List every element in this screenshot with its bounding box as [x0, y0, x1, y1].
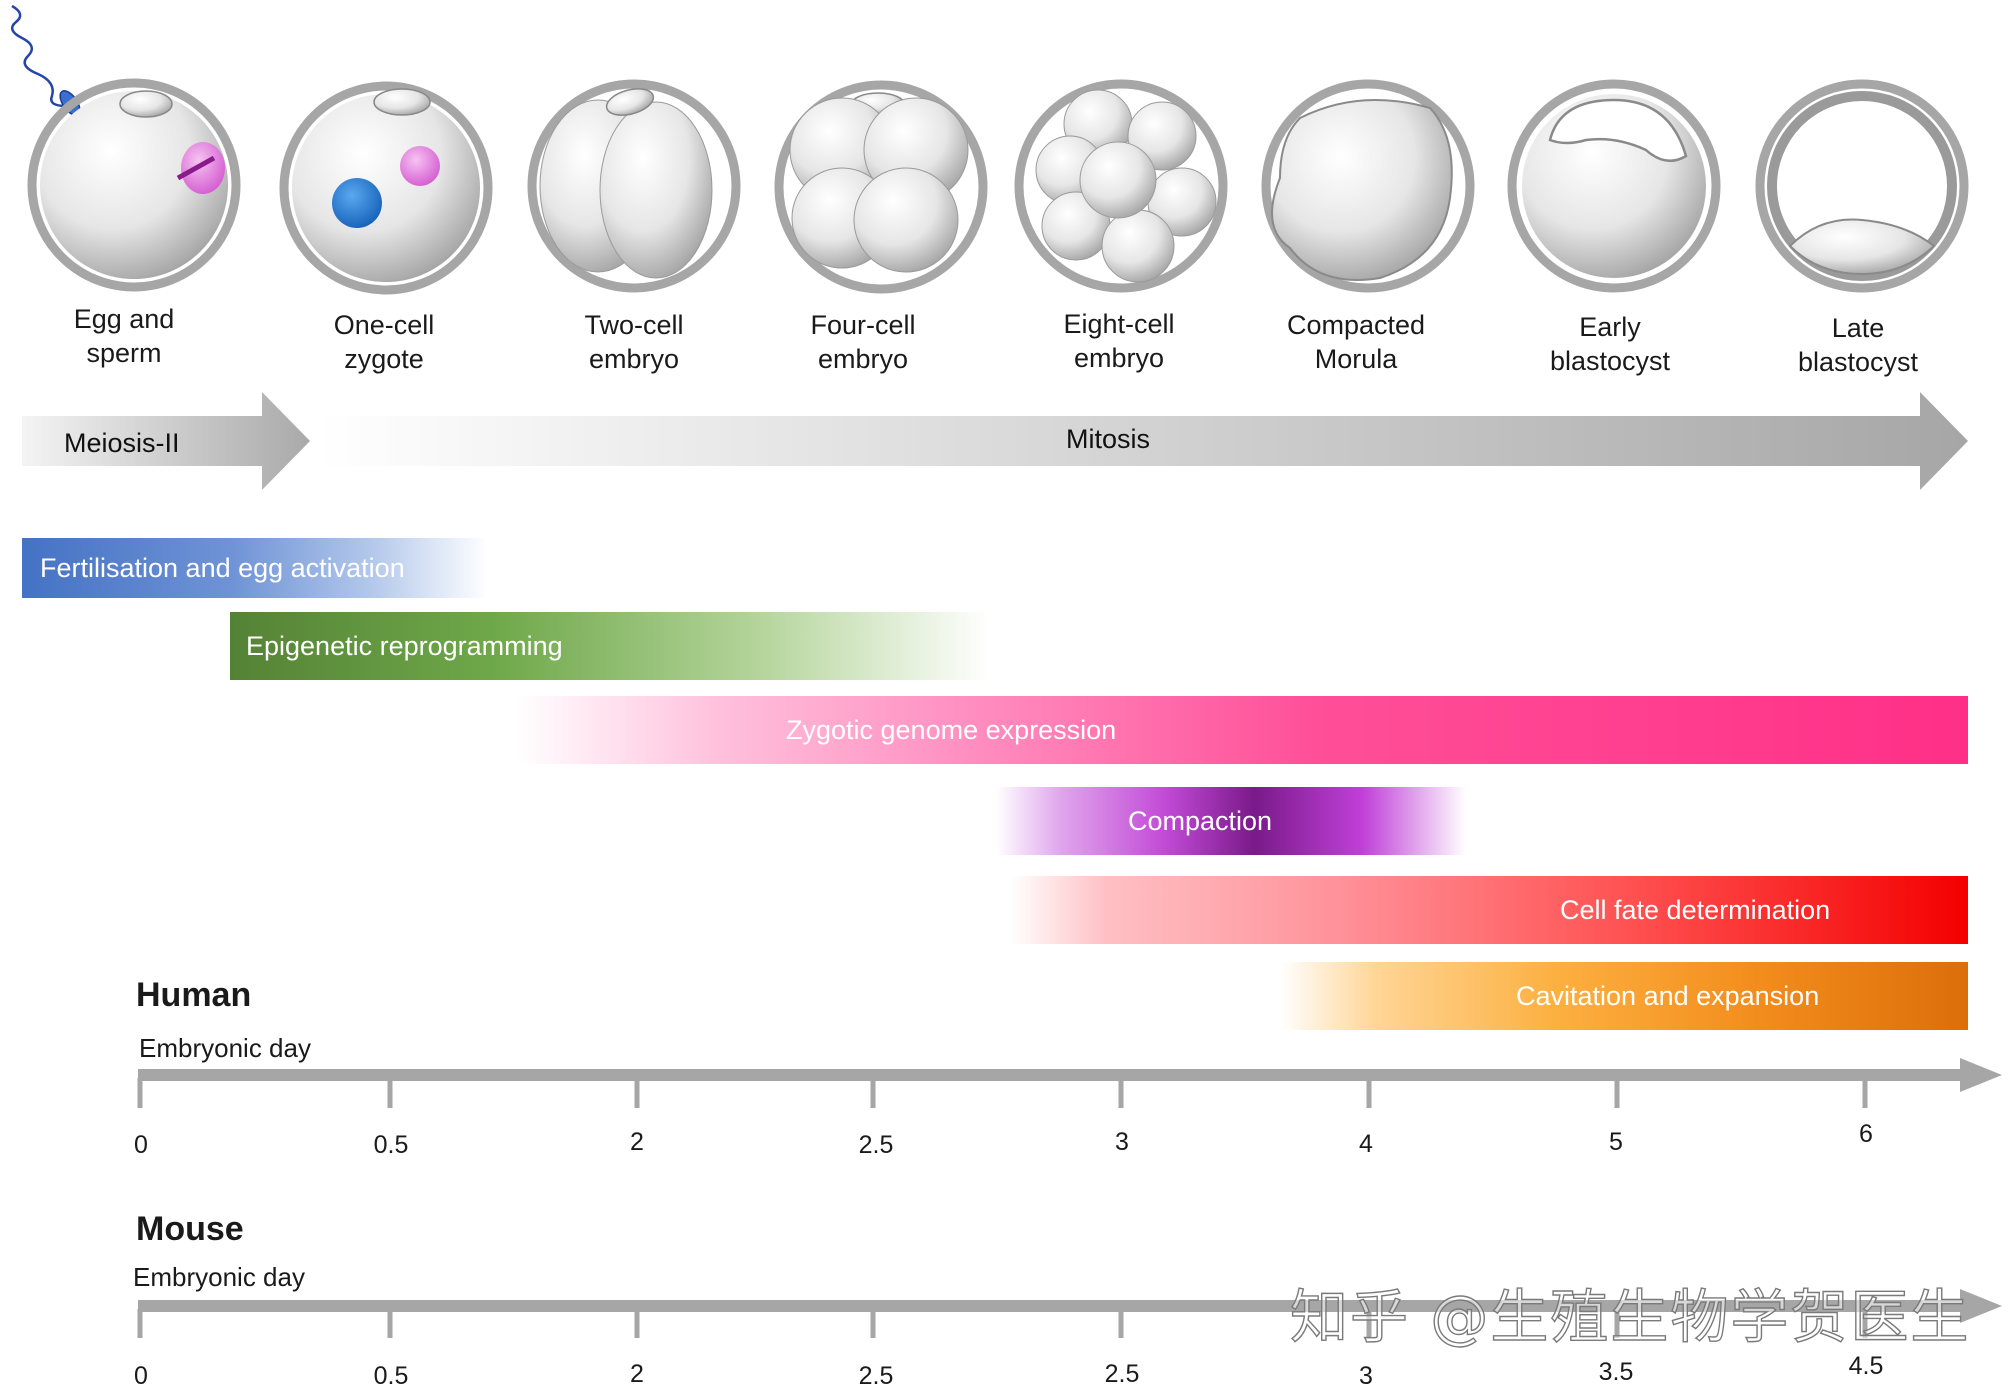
- human-axis-title: Embryonic day: [139, 1033, 311, 1063]
- process-bar-fertilisation: Fertilisation and egg activation: [22, 538, 488, 598]
- stage-label-late-blastocyst: Late blastocyst: [1797, 313, 1919, 377]
- mouse-tick-label: 0: [134, 1362, 148, 1390]
- mouse-axis-title: Embryonic day: [133, 1262, 305, 1292]
- process-bar-cavitation-and-expansion: Cavitation and expansion: [1280, 962, 1968, 1030]
- four-cell-embryo-icon: [774, 80, 988, 294]
- species-label-mouse: Mouse: [136, 1210, 244, 1248]
- stage-label-early-blastocyst: Early blastocyst: [1549, 312, 1671, 376]
- compacted-morula-icon: [1261, 79, 1475, 293]
- human-tick-label: 6: [1859, 1120, 1873, 1148]
- process-bar-compaction: Compaction: [996, 787, 1466, 855]
- two-cell-embryo-icon: [527, 79, 741, 293]
- mouse-tick-label: 3.5: [1598, 1358, 1634, 1386]
- human-tick-label: 2.5: [858, 1131, 894, 1159]
- early-blastocyst-icon: [1507, 79, 1721, 293]
- human-tick-label: 5: [1609, 1128, 1623, 1156]
- process-label-fertilisation: Fertilisation and egg activation: [40, 552, 405, 583]
- human-tick-label: 3: [1115, 1128, 1129, 1156]
- zygote-icon: [279, 81, 493, 295]
- human-tick-label: 0.5: [373, 1131, 409, 1159]
- process-label-zygotic-genome-expression: Zygotic genome expression: [786, 714, 1117, 745]
- stage-label-eight-cell-embryo: Eight-cell embryo: [1063, 309, 1175, 373]
- meiosis-arrow: [22, 392, 310, 490]
- stage-label-two-cell-embryo: Two-cell embryo: [584, 310, 684, 374]
- meiosis-label: Meiosis-II: [64, 428, 180, 458]
- process-label-cell-fate-determination: Cell fate determination: [1560, 894, 1831, 925]
- process-bar-cell-fate-determination: Cell fate determination: [1010, 876, 1968, 944]
- process-bar-epigenetic-reprogramming: Epigenetic reprogramming: [230, 612, 990, 680]
- human-axis: [137, 1058, 2002, 1108]
- species-label-human: Human: [136, 976, 252, 1014]
- mouse-tick-label: 2.5: [858, 1362, 894, 1390]
- human-tick-label: 4: [1359, 1130, 1373, 1158]
- process-label-epigenetic-reprogramming: Epigenetic reprogramming: [246, 630, 563, 661]
- process-label-cavitation-and-expansion: Cavitation and expansion: [1516, 980, 1820, 1011]
- stage-label-one-cell-zygote: One-cell zygote: [333, 310, 435, 374]
- mouse-tick-label: 0.5: [373, 1362, 409, 1390]
- human-axis-ticks: [137, 1078, 1868, 1108]
- human-tick-label: 0: [134, 1131, 148, 1159]
- mouse-tick-label: 3: [1359, 1362, 1373, 1390]
- late-blastocyst-icon: [1755, 79, 1969, 293]
- process-bar-zygotic-genome-expression: Zygotic genome expression: [516, 696, 1968, 764]
- mouse-axis-ticks: [137, 1309, 1868, 1338]
- mouse-tick-label: 2.5: [1104, 1360, 1140, 1388]
- mouse-tick-label: 2: [630, 1360, 644, 1388]
- zhihu-watermark: 知乎 @生殖生物学贺医生: [1289, 1282, 1971, 1351]
- stage-label-compacted-morula: Compacted Morula: [1286, 310, 1426, 374]
- stage-label-four-cell-embryo: Four-cell embryo: [810, 310, 916, 374]
- process-label-compaction: Compaction: [1128, 805, 1273, 836]
- egg-cell-icon: [27, 78, 241, 292]
- stage-label-egg-and-sperm: Egg and sperm: [73, 304, 175, 368]
- mouse-tick-label: 4.5: [1848, 1352, 1884, 1380]
- mitosis-label: Mitosis: [1066, 424, 1151, 454]
- eight-cell-embryo-icon: [1014, 79, 1228, 293]
- mitosis-arrow: [318, 392, 1968, 490]
- mouse-axis: [137, 1289, 2002, 1338]
- human-tick-label: 2: [630, 1128, 644, 1156]
